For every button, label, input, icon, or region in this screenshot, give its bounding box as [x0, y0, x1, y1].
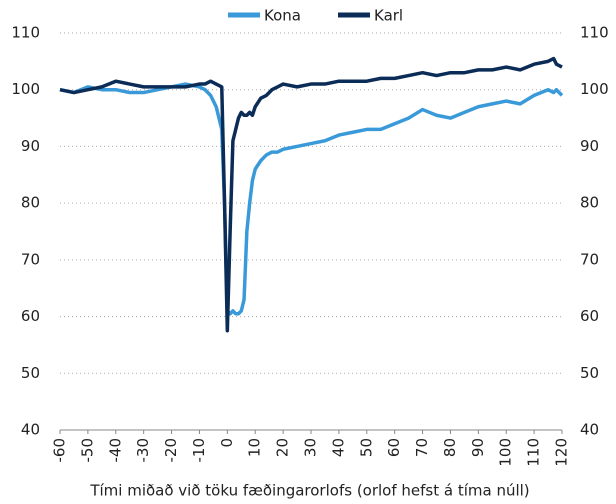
y2-tick-label: 60: [580, 307, 599, 325]
legend-label: Kona: [264, 7, 301, 25]
x-tick-label: -50: [78, 438, 96, 463]
x-axis-label: Tími miðað við töku fæðingarorlofs (orlo…: [89, 482, 529, 500]
x-tick-label: 20: [274, 438, 292, 457]
x-tick-label: 60: [385, 438, 403, 457]
x-tick-label: -60: [51, 438, 69, 463]
x-tick-label: 80: [441, 438, 459, 457]
x-tick-label: 120: [553, 438, 571, 467]
line: [59, 82, 564, 316]
x-tick-label: 0: [218, 438, 236, 448]
x-tick-label: -40: [106, 438, 124, 463]
y-tick-label: 50: [21, 364, 40, 382]
x-tick-label: 90: [469, 438, 487, 457]
x-tick-label: 70: [413, 438, 431, 457]
x-tick-label: 50: [357, 438, 375, 457]
y2-tick-label: 110: [580, 24, 609, 42]
x-tick-label: 100: [497, 438, 515, 467]
x-tick-label: -20: [162, 438, 180, 463]
y-tick-label: 90: [21, 137, 40, 155]
legend-label: Karl: [374, 7, 403, 25]
y2-tick-label: 70: [580, 250, 599, 268]
y-tick-label: 60: [21, 307, 40, 325]
y2-tick-label: 80: [580, 194, 599, 212]
y-tick-label: 70: [21, 250, 40, 268]
x-tick-label: 10: [246, 438, 264, 457]
x-tick-label: -30: [134, 438, 152, 463]
y2-tick-label: 50: [580, 364, 599, 382]
y-tick-label: 80: [21, 194, 40, 212]
x-tick-label: -10: [190, 438, 208, 463]
y2-tick-label: 40: [580, 421, 599, 439]
y-tick-label: 110: [11, 24, 40, 42]
y-tick-label: 100: [11, 80, 40, 98]
x-tick-label: 40: [329, 438, 347, 457]
y2-tick-label: 90: [580, 137, 599, 155]
x-tick-label: 30: [302, 438, 320, 457]
y-tick-label: 40: [21, 421, 40, 439]
line: [59, 56, 563, 333]
y2-tick-label: 100: [580, 80, 609, 98]
x-tick-label: 110: [525, 438, 543, 467]
